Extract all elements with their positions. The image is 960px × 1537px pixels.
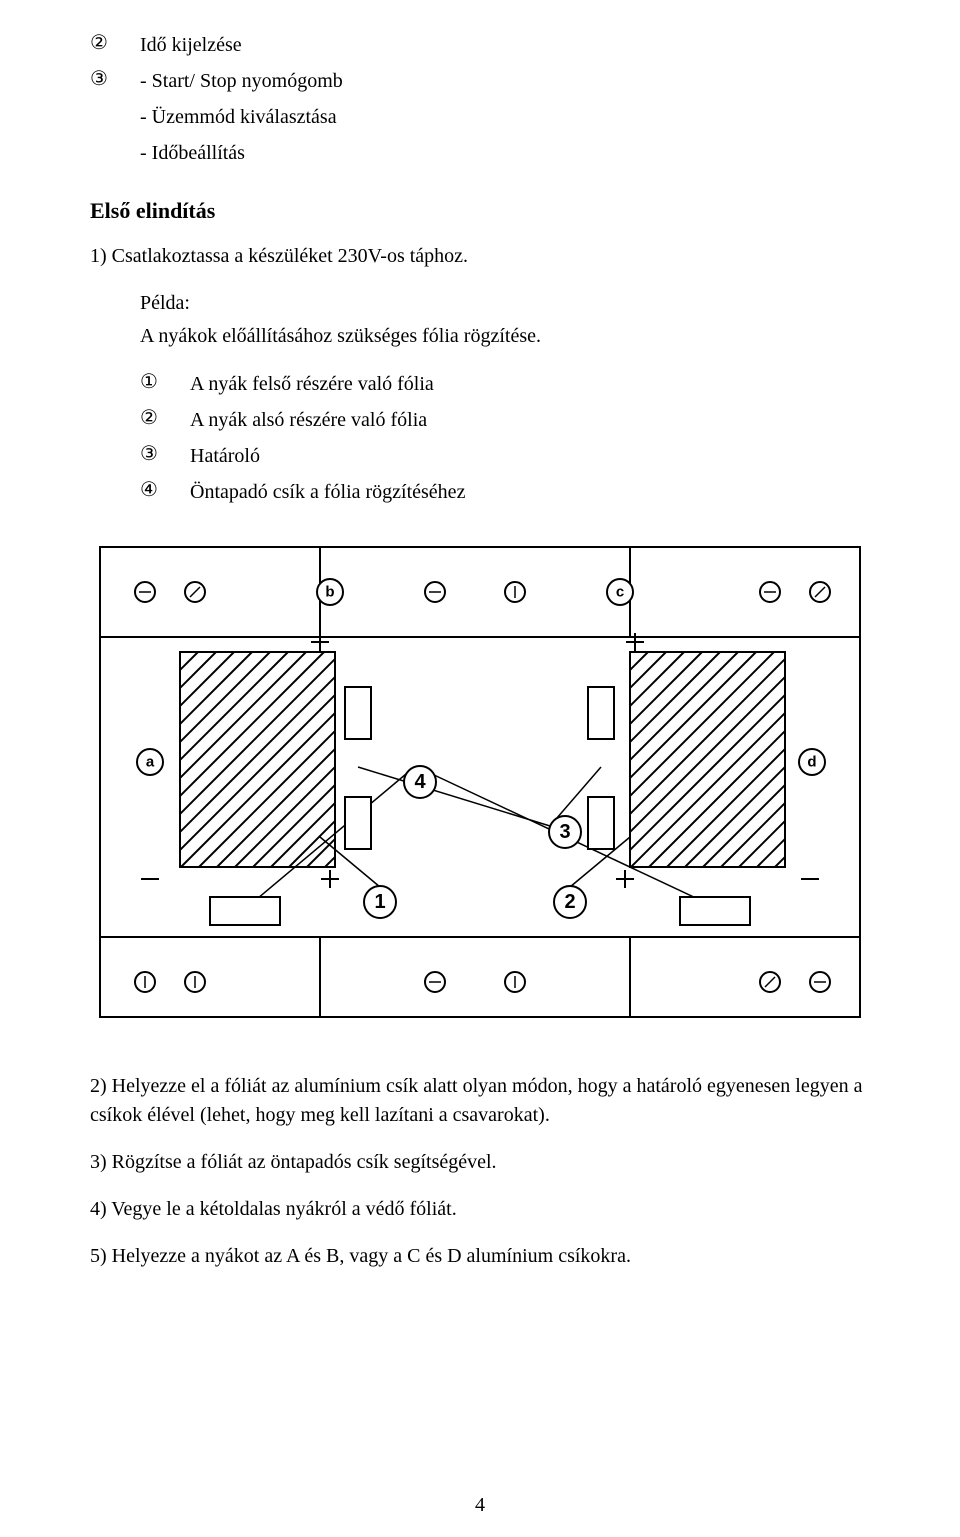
legend-marker: ③ bbox=[140, 441, 190, 471]
list-marker: ② bbox=[90, 30, 140, 60]
legend-text: Öntapadó csík a fólia rögzítéséhez bbox=[190, 477, 465, 507]
list-item: ③ - Start/ Stop nyomógomb bbox=[90, 66, 870, 96]
svg-text:c: c bbox=[616, 584, 624, 601]
list-item: ② Idő kijelzése bbox=[90, 30, 870, 60]
step-text: 4) Vegye le a kétoldalas nyákról a védő … bbox=[90, 1195, 870, 1224]
legend-marker: ② bbox=[140, 405, 190, 435]
diagram-svg: a b c d 1 2 3 4 bbox=[90, 537, 870, 1027]
section-heading: Első elindítás bbox=[90, 198, 870, 224]
example-text: A nyákok előállításához szükséges fólia … bbox=[140, 322, 870, 351]
example-block: Példa: A nyákok előállításához szükséges… bbox=[140, 289, 870, 507]
legend-text: Határoló bbox=[190, 441, 260, 471]
list-text: Idő kijelzése bbox=[140, 30, 242, 60]
step-text: 5) Helyezze a nyákot az A és B, vagy a C… bbox=[90, 1242, 870, 1271]
list-subitem: - Üzemmód kiválasztása bbox=[140, 102, 870, 132]
legend-marker: ④ bbox=[140, 477, 190, 507]
svg-text:4: 4 bbox=[414, 771, 426, 793]
document-page: ② Idő kijelzése ③ - Start/ Stop nyomógom… bbox=[0, 0, 960, 1537]
list-text: - Start/ Stop nyomógomb bbox=[140, 66, 343, 96]
top-list: ② Idő kijelzése ③ - Start/ Stop nyomógom… bbox=[90, 30, 870, 168]
svg-text:1: 1 bbox=[374, 891, 385, 913]
list-subitem: - Időbeállítás bbox=[140, 138, 870, 168]
svg-text:3: 3 bbox=[559, 821, 570, 843]
page-number: 4 bbox=[0, 1494, 960, 1517]
step-text: 1) Csatlakoztassa a készüléket 230V-os t… bbox=[90, 242, 870, 271]
legend-text: A nyák alsó részére való fólia bbox=[190, 405, 427, 435]
legend-item: ② A nyák alsó részére való fólia bbox=[140, 405, 870, 435]
legend-marker: ① bbox=[140, 369, 190, 399]
svg-text:b: b bbox=[325, 584, 334, 601]
list-marker: ③ bbox=[90, 66, 140, 96]
legend-item: ① A nyák felső részére való fólia bbox=[140, 369, 870, 399]
svg-text:a: a bbox=[146, 754, 155, 771]
example-label: Példa: bbox=[140, 289, 870, 318]
step-text: 3) Rögzítse a fóliát az öntapadós csík s… bbox=[90, 1148, 870, 1177]
svg-text:2: 2 bbox=[564, 891, 575, 913]
step-text: 2) Helyezze el a fóliát az alumínium csí… bbox=[90, 1072, 870, 1130]
legend-item: ③ Határoló bbox=[140, 441, 870, 471]
legend-item: ④ Öntapadó csík a fólia rögzítéséhez bbox=[140, 477, 870, 507]
legend-text: A nyák felső részére való fólia bbox=[190, 369, 434, 399]
diagram: a b c d 1 2 3 4 bbox=[90, 537, 870, 1032]
svg-text:d: d bbox=[807, 754, 816, 771]
